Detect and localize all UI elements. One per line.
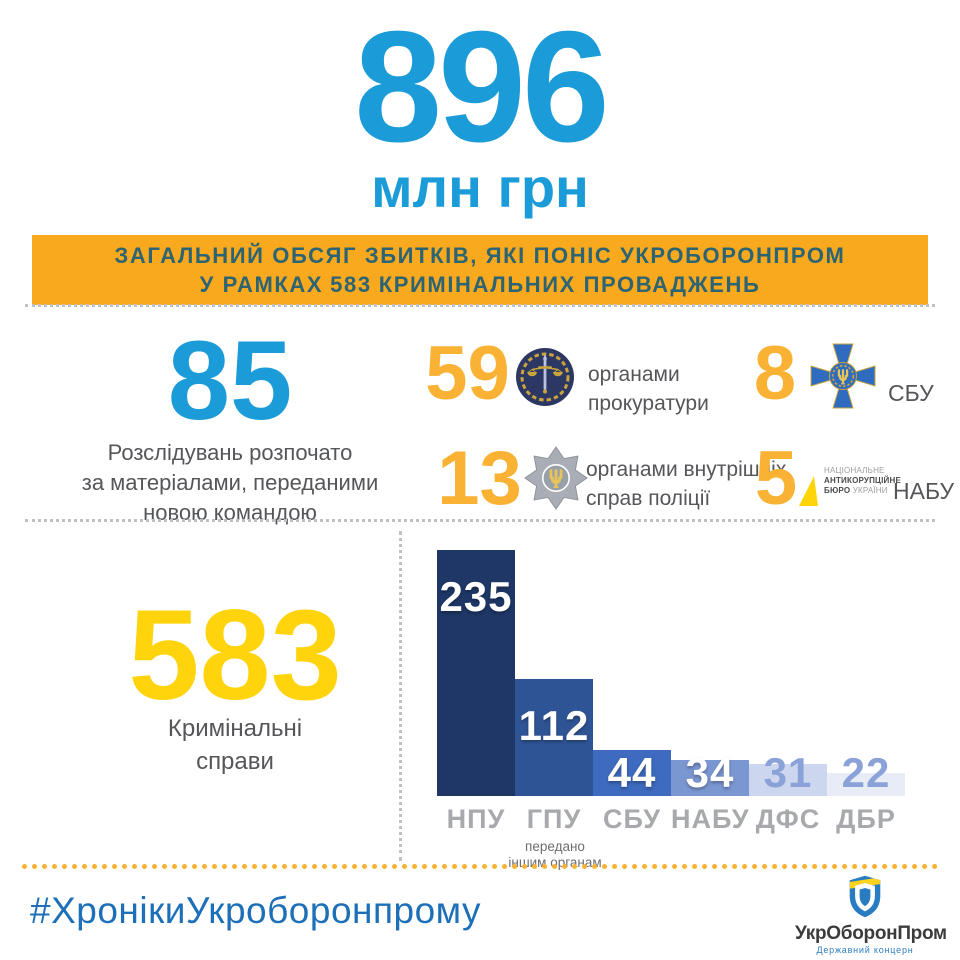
bar [671, 760, 749, 796]
bar-chart-note-line1: передано [525, 839, 585, 854]
investigations-count: 85 [167, 318, 293, 443]
bar-category-label: НАБУ [671, 804, 750, 834]
bar [437, 550, 515, 796]
police-label: органами внутрішніх справ поліції [586, 458, 787, 510]
bar-value: 112 [518, 702, 590, 749]
divider-vertical [399, 531, 402, 861]
criminal-cases-caption-line1: Кримінальні [167, 715, 303, 742]
bar-category-label: НПУ [446, 804, 506, 834]
nabu-logo-icon: НАЦІОНАЛЬНЕ АНТИКОРУПЦІЙНЕ БЮРО УКРАЇНИ [799, 458, 901, 508]
divider-footer [22, 864, 938, 869]
ukroboronprom-logo-title: УкрОборонПром [795, 923, 947, 944]
sbu-count: 8 [753, 331, 797, 416]
criminal-cases-count: 583 [128, 584, 342, 727]
summary-banner: ЗАГАЛЬНИЙ ОБСЯГ ЗБИТКІВ, ЯКІ ПОНІС УКРОБ… [32, 235, 928, 305]
criminal-cases-caption-line2: справи [196, 748, 274, 775]
hashtag: #ХронікиУкроборонпрому [30, 890, 482, 931]
bar-col-2: 44 [593, 549, 671, 796]
bar-col-1: 112 [515, 549, 593, 796]
nabu-count: 5 [754, 436, 798, 521]
prosecutor-label: органами прокуратури [588, 363, 709, 415]
bar [749, 764, 827, 796]
nabu-label: НАБУ [893, 478, 955, 504]
bar-col-5: 22 [827, 549, 905, 796]
bar-col-4: 31 [749, 549, 827, 796]
bar-category-label: ДФС [755, 804, 821, 834]
bar-value: 44 [607, 749, 657, 796]
total-amount-unit: млн грн [371, 156, 589, 219]
ukroboronprom-logo-subtitle: Державний концерн [816, 945, 914, 955]
banner-case-count: 583 [330, 272, 372, 297]
bar-value: 22 [841, 749, 891, 796]
nabu-logo-text: НАЦІОНАЛЬНЕ АНТИКОРУПЦІЙНЕ БЮРО УКРАЇНИ [824, 466, 901, 496]
police-badge-icon [524, 446, 588, 515]
bar-col-3: 34 [671, 549, 749, 796]
ukroboronprom-logo: УкрОборонПром Державний концерн [795, 874, 947, 955]
criminal-cases-caption: Кримінальні справи [70, 712, 400, 778]
prosecutor-count: 59 [425, 331, 510, 416]
bar [593, 750, 671, 796]
banner-line2-after: КРИМІНАЛЬНИХ ПРОВАДЖЕНЬ [378, 272, 761, 297]
ukroboronprom-shield-icon [849, 875, 881, 918]
police-count: 13 [437, 436, 522, 521]
investigations-caption-line3: новою командою [143, 500, 317, 525]
bar-category-label: СБУ [602, 804, 662, 834]
sbu-label: СБУ [888, 380, 934, 406]
bar-category-label: ГПУ [526, 804, 582, 834]
investigations-caption-line1: Розслідувань розпочато [107, 440, 353, 465]
bar-chart-labels: НПУ ГПУ СБУ НАБУ ДФС ДБР [437, 804, 905, 835]
divider-under-banner [25, 304, 935, 307]
total-amount: 896 [354, 0, 610, 175]
nabu-logo-line2: АНТИКОРУПЦІЙНЕ [824, 476, 901, 485]
banner-line2-before: У РАМКАХ [199, 272, 324, 297]
bar-category-label: ДБР [836, 804, 896, 834]
nabu-logo-line3: БЮРО УКРАЇНИ [824, 486, 888, 495]
nabu-triangle-icon [799, 476, 818, 506]
bar-col-0: 235 [437, 549, 515, 796]
bar [515, 679, 593, 796]
bar-value: 235 [439, 573, 513, 620]
nabu-logo-line1: НАЦІОНАЛЬНЕ [824, 466, 885, 475]
prosecutor-emblem-icon [515, 347, 575, 412]
bar-chart: 235 112 44 34 31 22 [437, 549, 905, 796]
banner-line2: У РАМКАХ 583 КРИМІНАЛЬНИХ ПРОВАДЖЕНЬ [200, 270, 761, 299]
investigations-caption: Розслідувань розпочато за матеріалами, п… [40, 438, 420, 528]
bar-value: 31 [763, 749, 813, 796]
sbu-emblem-icon [808, 341, 878, 416]
bar-value: 34 [685, 749, 735, 796]
bar [827, 773, 905, 796]
banner-line1: ЗАГАЛЬНИЙ ОБСЯГ ЗБИТКІВ, ЯКІ ПОНІС УКРОБ… [114, 243, 846, 268]
investigations-caption-line2: за матеріалами, переданими [81, 470, 379, 495]
divider-mid [25, 519, 935, 522]
